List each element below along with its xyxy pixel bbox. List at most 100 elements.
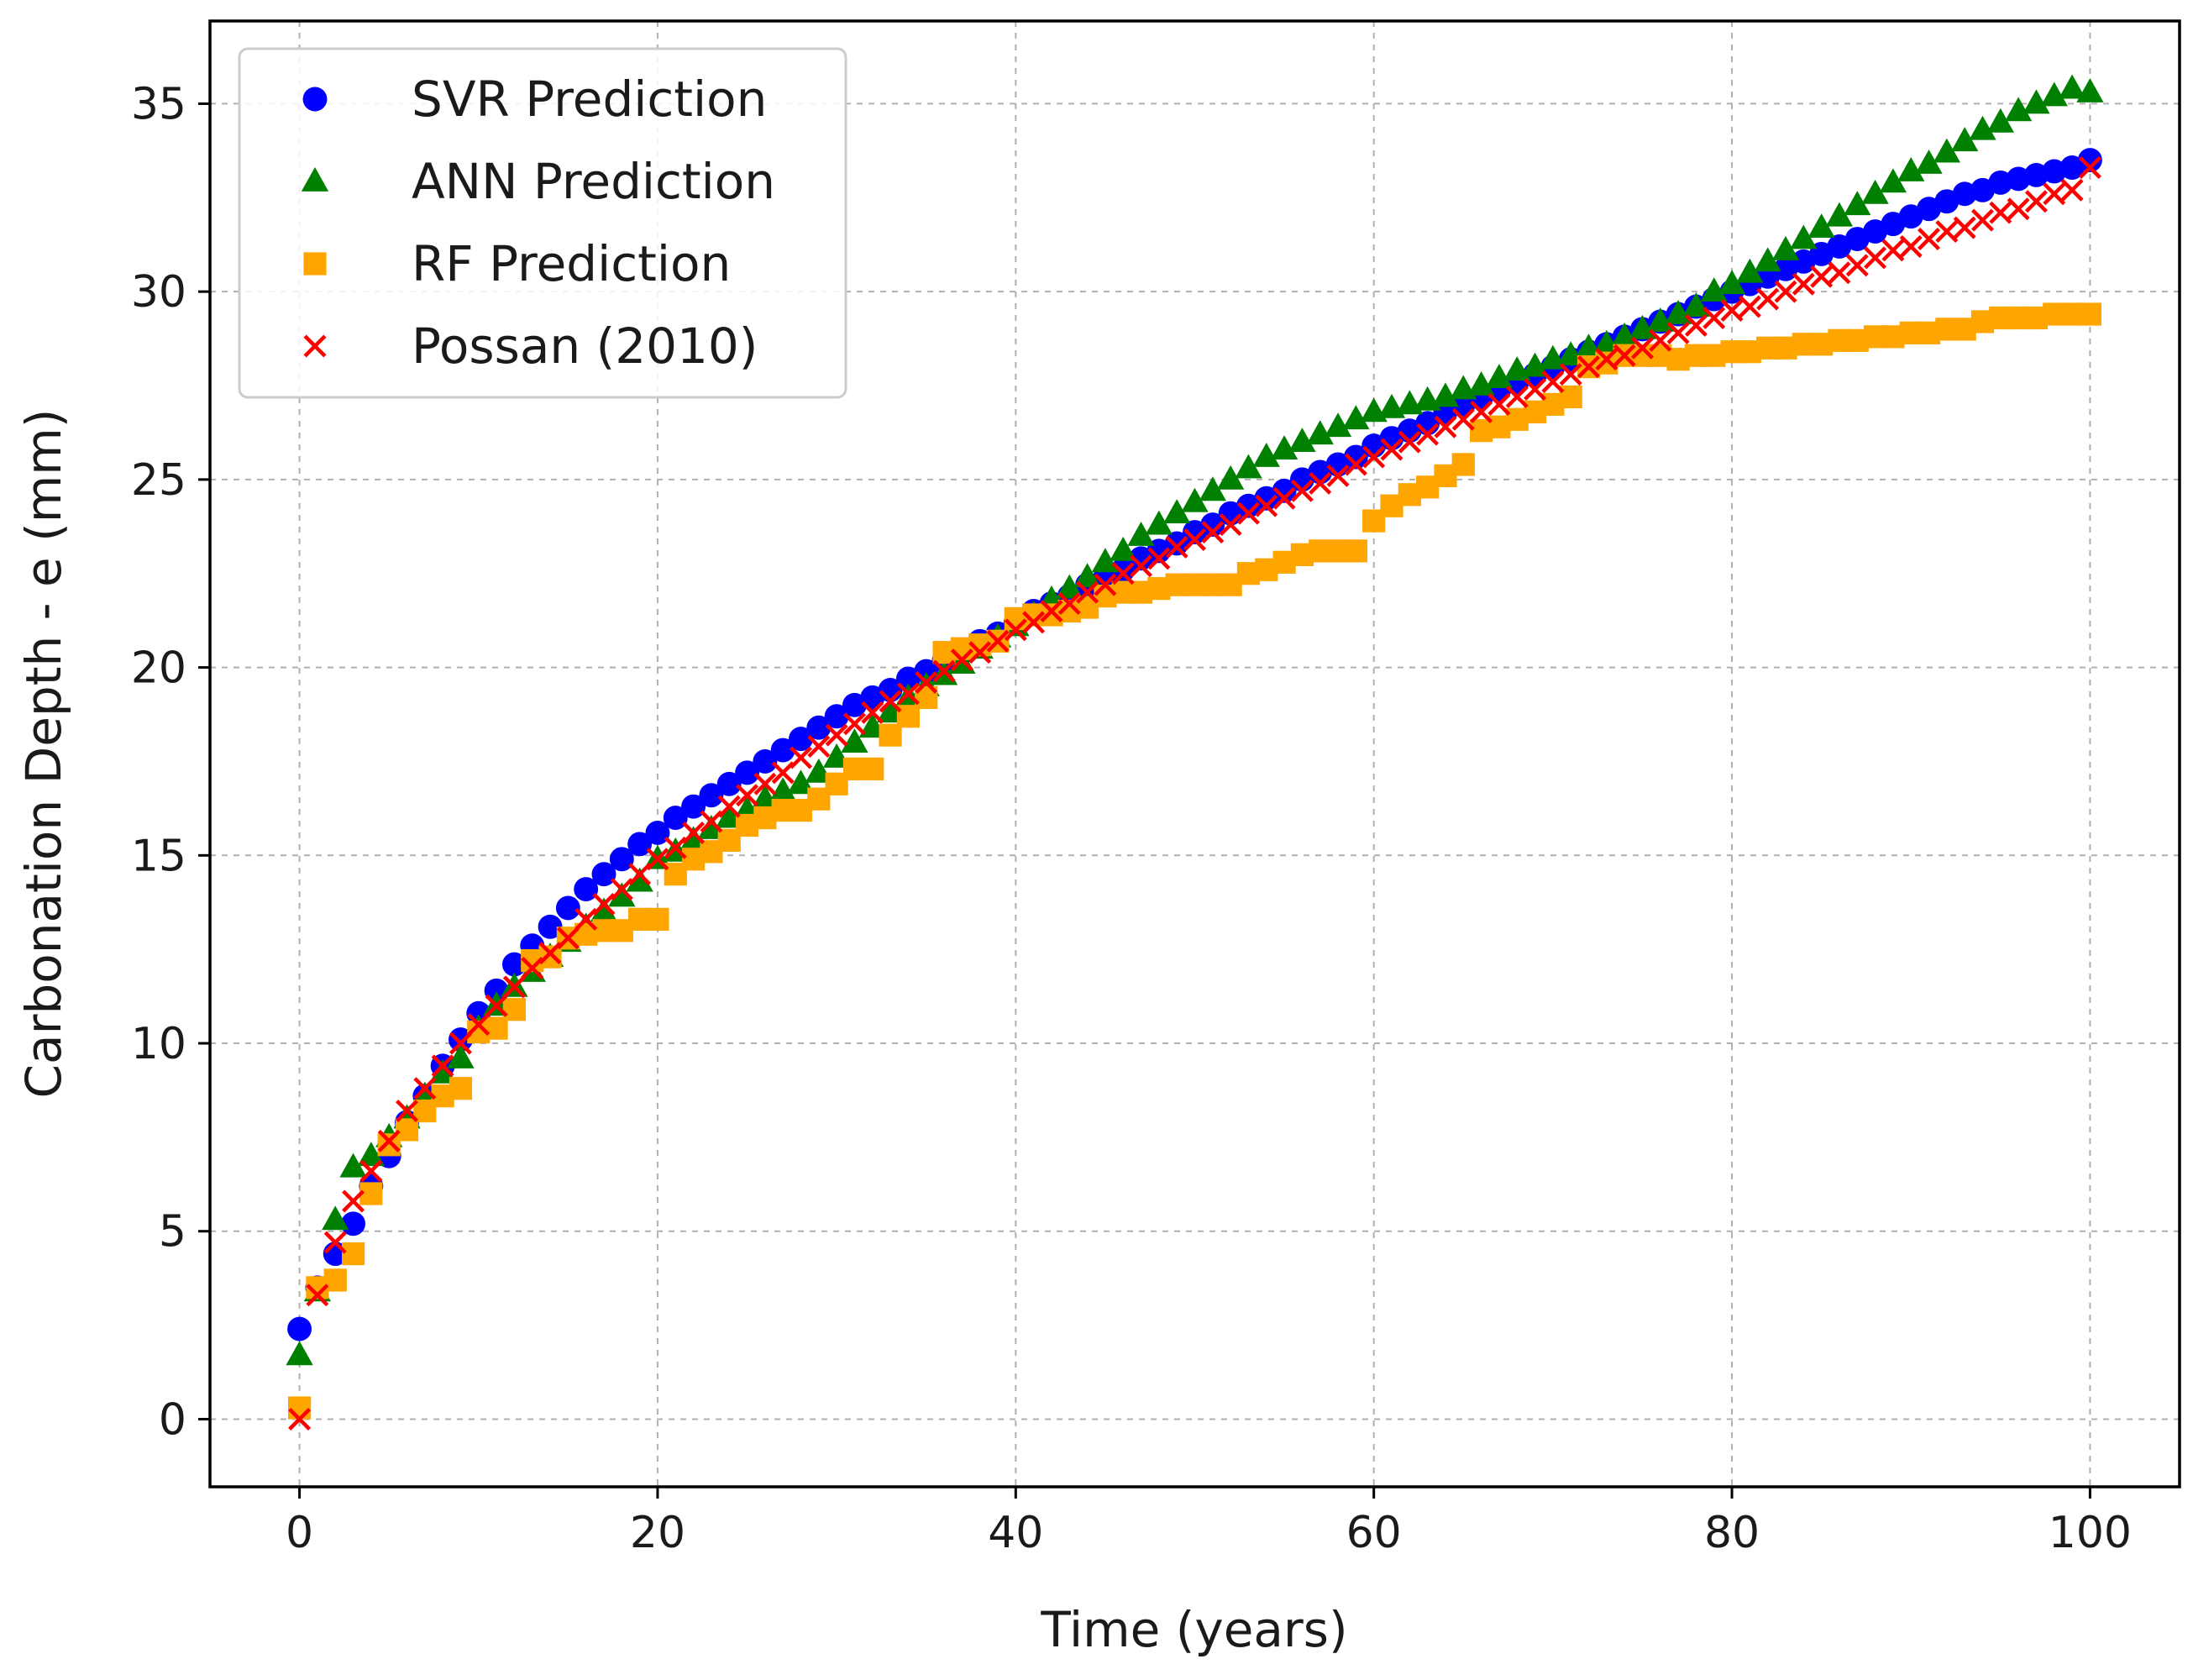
possan-2010-point [1899, 234, 1923, 258]
rf-prediction-point [341, 1242, 365, 1266]
possan-2010-point [700, 810, 723, 833]
x-axis-title: Time (years) [1040, 1601, 1347, 1658]
possan-2010-point [1183, 528, 1206, 551]
rf-prediction-point [449, 1077, 473, 1100]
ann-prediction-point [1110, 536, 1137, 561]
rf-prediction-point [2078, 302, 2102, 326]
possan-2010-point [1470, 400, 1493, 423]
possan-2010-point [377, 1129, 401, 1152]
y-axis-title: Carbonation Depth - e (mm) [15, 409, 72, 1099]
possan-2010-point [1165, 535, 1188, 559]
ann-prediction-point [1682, 292, 1710, 317]
possan-2010-point [396, 1100, 418, 1123]
ann-prediction-point [1485, 364, 1514, 388]
possan-2010-point [1541, 370, 1565, 394]
possan-2010-point [1738, 295, 1761, 318]
y-tick-label: 25 [131, 455, 186, 506]
svr-prediction-point [287, 1316, 312, 1341]
possan-2010-point [538, 942, 562, 965]
legend-label-rf-prediction: RF Prediction [412, 235, 731, 292]
grid [210, 21, 2180, 1487]
possan-2010-point [1219, 513, 1242, 537]
ann-prediction-point [626, 867, 653, 892]
ann-prediction-point [2058, 74, 2086, 99]
legend-marker-ann-prediction [301, 167, 329, 192]
possan-2010-point [1111, 562, 1135, 585]
possan-2010-point [825, 723, 848, 747]
svr-prediction-point [1110, 557, 1136, 582]
possan-2010-point [467, 1013, 491, 1037]
possan-2010-point [1416, 423, 1440, 446]
possan-2010-point [1845, 254, 1869, 277]
y-tick-label: 30 [131, 267, 186, 318]
possan-2010-point [1577, 355, 1600, 379]
ann-prediction-point [608, 882, 636, 907]
legend-box [238, 47, 847, 399]
ann-prediction-point [1915, 150, 1943, 174]
svr-prediction-point [663, 806, 688, 831]
possan-2010-point [1613, 344, 1636, 367]
possan-2010-point [431, 1054, 454, 1078]
possan-2010-point [1057, 592, 1081, 616]
possan-2010-point [628, 863, 652, 886]
possan-2010-point [1918, 228, 1941, 251]
possan-2010-point [896, 682, 920, 706]
svr-prediction-point [699, 783, 724, 808]
possan-2010-point [1451, 407, 1475, 431]
possan-2010-point [342, 1189, 365, 1213]
possan-2010-point [861, 701, 884, 724]
possan-2010-point [1792, 272, 1815, 296]
possan-2010-point [1130, 554, 1153, 578]
ann-prediction-point [1844, 191, 1871, 216]
possan-2010-point [1630, 336, 1654, 360]
possan-2010-point [1864, 246, 1887, 270]
possan-2010-point [2078, 156, 2101, 179]
rf-prediction-point [323, 1268, 347, 1292]
legend-marker-possan-2010 [303, 334, 327, 358]
ann-prediction-point [286, 1341, 313, 1366]
ann-prediction-point [1270, 435, 1298, 459]
possan-2010-point [1774, 280, 1797, 303]
possan-2010-point [1828, 261, 1851, 285]
ann-prediction-point [1897, 156, 1925, 181]
possan-2010-point [986, 629, 1010, 653]
ann-prediction-point [1969, 115, 1996, 140]
rf-prediction-point [1451, 453, 1475, 476]
possan-2010-point [2043, 182, 2066, 206]
svr-prediction-point [627, 832, 653, 857]
possan-2010-point [306, 1284, 329, 1307]
ann-prediction-point [2022, 89, 2050, 114]
svr-prediction-point [735, 760, 759, 785]
possan-2010-point [610, 878, 633, 901]
possan-2010-point [771, 761, 795, 785]
ann-prediction-point [1879, 168, 1907, 193]
possan-2010-point [932, 659, 956, 683]
possan-2010-point [1505, 385, 1529, 408]
ann-prediction-point [1431, 382, 1460, 407]
possan-2010-point [1004, 618, 1027, 642]
possan-2010-point [1309, 471, 1332, 495]
possan-2010-point [682, 821, 706, 844]
plot-area [286, 74, 2104, 1431]
legend-marker-rf-prediction [303, 252, 327, 276]
ann-prediction-point [1216, 465, 1245, 490]
svr-prediction-point [555, 895, 580, 921]
possan-2010-point [1702, 306, 1726, 329]
possan-2010-point [1881, 239, 1905, 262]
possan-2010-point [1040, 599, 1063, 622]
possan-2010-point [1272, 486, 1296, 510]
axis-ticks: 0 20 40 60 80 100 0 5 10 15 20 25 30 35 [131, 79, 2132, 1558]
ann-prediction-point [1718, 270, 1746, 295]
series-rf-prediction [287, 302, 2102, 1420]
ann-prediction-point [2004, 97, 2033, 122]
svr-prediction-point [1272, 478, 1297, 503]
ann-prediction-point [1610, 322, 1639, 347]
possan-2010-point [1147, 547, 1171, 570]
ann-prediction-point [1342, 405, 1370, 430]
ann-prediction-point [1986, 108, 2014, 133]
possan-2010-point [1666, 321, 1690, 344]
legend-label-svr-prediction: SVR Prediction [412, 71, 767, 128]
rf-prediction-point [502, 998, 527, 1021]
svr-prediction-point [449, 1027, 473, 1053]
